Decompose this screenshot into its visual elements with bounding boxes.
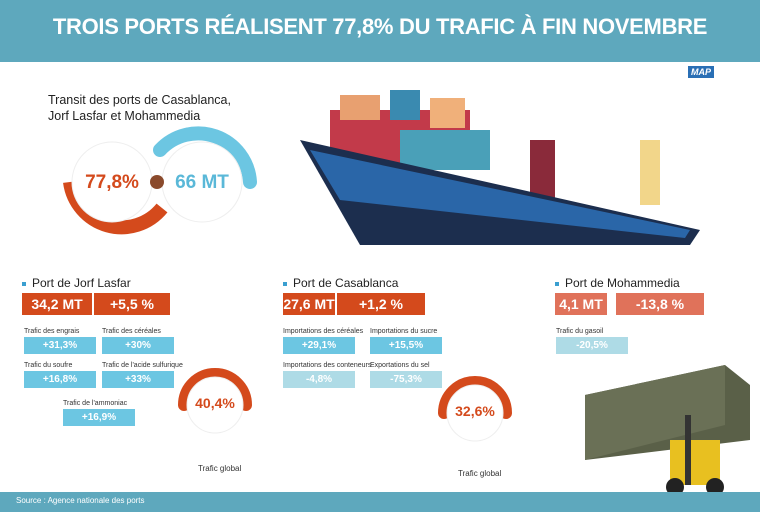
source-note: Source : Agence nationale des ports — [16, 496, 145, 505]
item-value: +16,9% — [63, 409, 135, 426]
page-title: TROIS PORTS RÉALISENT 77,8% DU TRAFIC À … — [52, 14, 708, 39]
port-mohammedia-heading: Port de Mohammedia — [555, 276, 680, 290]
item-value: +29,1% — [283, 337, 355, 354]
jorf-global-gauge — [178, 368, 252, 434]
item-value: -75,3% — [370, 371, 442, 388]
footer-bar — [0, 492, 760, 512]
item-label: Trafic du gasoil — [556, 328, 604, 335]
item-label: Trafic du soufre — [24, 362, 73, 369]
casa-volume: 27,6 MT — [283, 293, 335, 315]
transit-share: 77,8% — [85, 172, 139, 193]
header-banner — [0, 0, 760, 62]
item-value: -20,5% — [556, 337, 628, 354]
item-value: -4,8% — [283, 371, 355, 388]
casa-global-label: Trafic global — [458, 469, 502, 478]
map-logo: MAP — [688, 66, 714, 78]
item-label: Trafic des céréales — [102, 328, 161, 335]
item-value: +15,5% — [370, 337, 442, 354]
item-label: Trafic de l'acide sulfurique — [102, 362, 183, 369]
jorf-change: +5,5 % — [94, 293, 170, 315]
moha-volume: 4,1 MT — [555, 293, 607, 315]
item-label: Importations des céréales — [283, 328, 364, 335]
item-value: +31,3% — [24, 337, 96, 354]
jorf-global-label: Trafic global — [198, 464, 242, 473]
transit-title-line1: Transit des ports de Casablanca, — [48, 93, 231, 107]
casa-change: +1,2 % — [337, 293, 425, 315]
total-ring — [153, 126, 257, 189]
item-label: Importations du sucre — [370, 328, 438, 335]
item-label: Trafic des engrais — [24, 328, 80, 335]
item-label: Importations des conteneurs — [283, 362, 372, 369]
container-forklift-illustration — [585, 365, 750, 496]
jorf-global-share: 40,4% — [195, 395, 235, 411]
item-value: +30% — [102, 337, 174, 354]
port-casablanca-heading: Port de Casablanca — [283, 276, 398, 290]
jorf-volume: 34,2 MT — [22, 293, 92, 315]
moha-change: -13,8 % — [616, 293, 704, 315]
transit-rings — [63, 126, 257, 235]
item-value: +16,8% — [24, 371, 96, 388]
item-label: Exportations du sel — [370, 362, 430, 369]
port-jorf-heading: Port de Jorf Lasfar — [22, 276, 131, 290]
transit-title: Transit des ports de Casablanca, Jorf La… — [48, 92, 231, 124]
cargo-ship-illustration — [300, 90, 700, 245]
transit-total: 66 MT — [175, 172, 229, 193]
item-label: Trafic de l'ammoniac — [63, 400, 128, 407]
item-value: +33% — [102, 371, 174, 388]
transit-title-line2: Jorf Lasfar et Mohammedia — [48, 109, 201, 123]
casa-global-share: 32,6% — [455, 403, 495, 419]
casa-global-gauge — [438, 376, 512, 442]
